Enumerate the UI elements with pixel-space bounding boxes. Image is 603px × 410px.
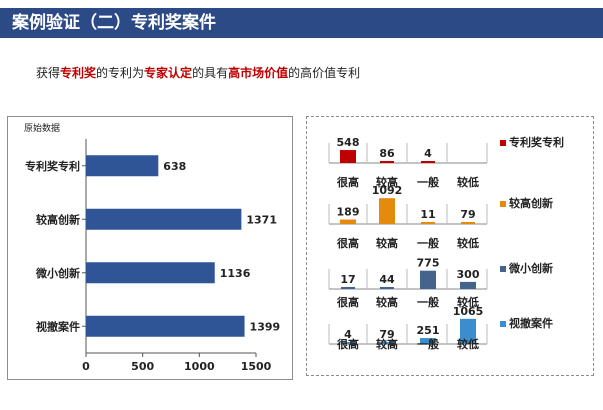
bar [380, 287, 394, 289]
subtitle-highlight: 专利奖 [60, 66, 97, 80]
category-label: 很高 [336, 337, 359, 351]
x-tick-label: 500 [131, 360, 154, 373]
bar [420, 270, 436, 289]
data-label: 638 [163, 160, 186, 173]
data-label: 1371 [246, 213, 277, 226]
bar [86, 315, 245, 337]
data-label: 1136 [220, 267, 251, 280]
category-label: 一般 [417, 295, 439, 309]
bar [340, 219, 356, 224]
bar [86, 262, 215, 284]
category-label: 较高 [376, 236, 398, 250]
category-label: 微小创新 [35, 266, 80, 280]
subtitle-text: 的高价值专利 [288, 66, 361, 80]
data-label: 4 [344, 328, 352, 341]
bar [86, 155, 159, 177]
legend-label: 较高创新 [509, 196, 553, 210]
category-label: 视撤案件 [36, 319, 80, 333]
data-label: 775 [417, 257, 440, 270]
category-label: 较高 [376, 337, 398, 351]
data-label: 79 [379, 328, 394, 341]
bar [86, 208, 242, 230]
data-label: 86 [379, 147, 395, 160]
bar [341, 287, 355, 289]
subtitle-text: 的具有 [192, 66, 229, 80]
category-label: 较高创新 [36, 212, 80, 226]
bar [420, 338, 436, 344]
data-label: 17 [340, 273, 355, 286]
data-label: 11 [420, 208, 435, 221]
data-label: 1092 [372, 184, 403, 197]
data-label: 548 [337, 136, 360, 149]
data-label: 251 [417, 324, 440, 337]
data-label: 4 [424, 147, 432, 160]
category-label: 较低 [457, 337, 479, 351]
rating-distribution-chart: 548 86 4 专利奖专利 189 1092 11 79 较高创新 17 44 775 300 微小创新… [328, 135, 564, 351]
data-label: 300 [457, 268, 480, 281]
category-label: 很高 [336, 175, 359, 189]
header-bar: 案例验证（二）专利奖案件 [0, 8, 603, 38]
bar [341, 342, 355, 344]
category-label: 较低 [457, 175, 479, 189]
subtitle-highlight: 专家认定 [144, 66, 193, 80]
data-label: 79 [460, 208, 475, 221]
category-label: 较低 [457, 295, 479, 309]
bar [380, 160, 394, 163]
subtitle: 获得专利奖的专利为专家认定的具有高市场价值的高价值专利 [36, 64, 360, 82]
bar [340, 150, 356, 163]
category-label: 较高 [376, 175, 398, 189]
category-label: 很高 [336, 236, 359, 250]
subtitle-highlight: 高市场价值 [228, 66, 289, 80]
x-tick-label: 0 [82, 360, 90, 373]
bar [421, 161, 435, 163]
legend-label: 微小创新 [508, 261, 553, 275]
raw-data-chart-frame: 原始数据专利奖专利 638 较高创新 1371 微小创新 1136 视撤案件 1399 0 500… [7, 116, 293, 380]
category-label: 一般 [417, 175, 439, 189]
bar [379, 198, 395, 224]
category-label: 专利奖专利 [25, 159, 80, 173]
data-label: 1065 [453, 305, 484, 318]
bar [421, 222, 435, 224]
bar [380, 342, 394, 344]
page-title: 案例验证（二）专利奖案件 [12, 13, 216, 33]
bar [461, 222, 475, 224]
legend-swatch [500, 266, 506, 272]
chart-title: 原始数据 [24, 122, 60, 134]
legend-swatch [500, 140, 506, 146]
legend-swatch [500, 321, 506, 327]
x-tick-label: 1500 [241, 360, 272, 373]
data-label: 1399 [250, 320, 281, 333]
data-label: 44 [379, 273, 395, 286]
x-tick-label: 1000 [184, 360, 215, 373]
legend-label: 专利奖专利 [509, 135, 564, 149]
subtitle-text: 获得 [36, 66, 61, 80]
legend-label: 视撤案件 [509, 316, 553, 330]
category-label: 较高 [376, 295, 398, 309]
category-label: 较低 [457, 236, 479, 250]
legend-swatch [500, 201, 506, 207]
data-label: 189 [337, 206, 360, 219]
category-label: 一般 [417, 236, 439, 250]
subtitle-text: 的专利为 [96, 66, 145, 80]
bar [460, 281, 476, 289]
category-label: 一般 [417, 337, 439, 351]
category-label: 很高 [336, 295, 359, 309]
bar [460, 318, 476, 344]
rating-distribution-chart-frame: 548 86 4 专利奖专利 189 1092 11 79 较高创新 17 44 775 300 微小创新… [306, 116, 594, 376]
